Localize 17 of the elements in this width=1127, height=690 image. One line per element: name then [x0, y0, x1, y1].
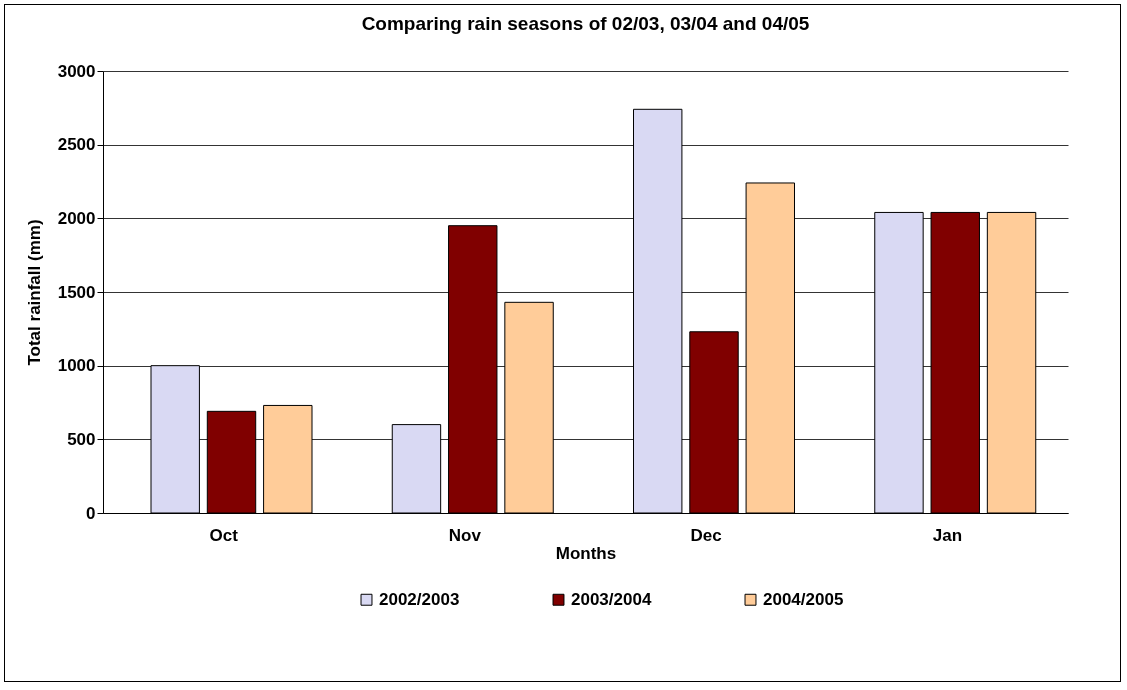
y-tick-label: 0	[86, 503, 96, 523]
y-tick-label: 2500	[57, 135, 96, 155]
x-tick-label: Dec	[690, 525, 722, 545]
x-tick-label: Oct	[209, 525, 239, 545]
x-tick-label: Jan	[932, 525, 963, 545]
chart-title: Comparing rain seasons of 02/03, 03/04 and 04/05	[361, 13, 810, 34]
legend-label: 2004/2005	[763, 589, 844, 609]
y-tick-label: 3000	[57, 61, 96, 81]
legend-label: 2003/2004	[571, 589, 652, 609]
y-axis-title: Total rainfall (mm)	[24, 219, 44, 366]
y-tick-label: 2000	[57, 208, 96, 228]
y-tick-label: 500	[67, 429, 96, 449]
x-axis-title: Months	[555, 543, 617, 563]
y-tick-label: 1000	[57, 356, 96, 376]
x-tick-label: Nov	[448, 525, 482, 545]
legend-label: 2002/2003	[379, 589, 460, 609]
y-tick-label: 1500	[57, 282, 96, 302]
